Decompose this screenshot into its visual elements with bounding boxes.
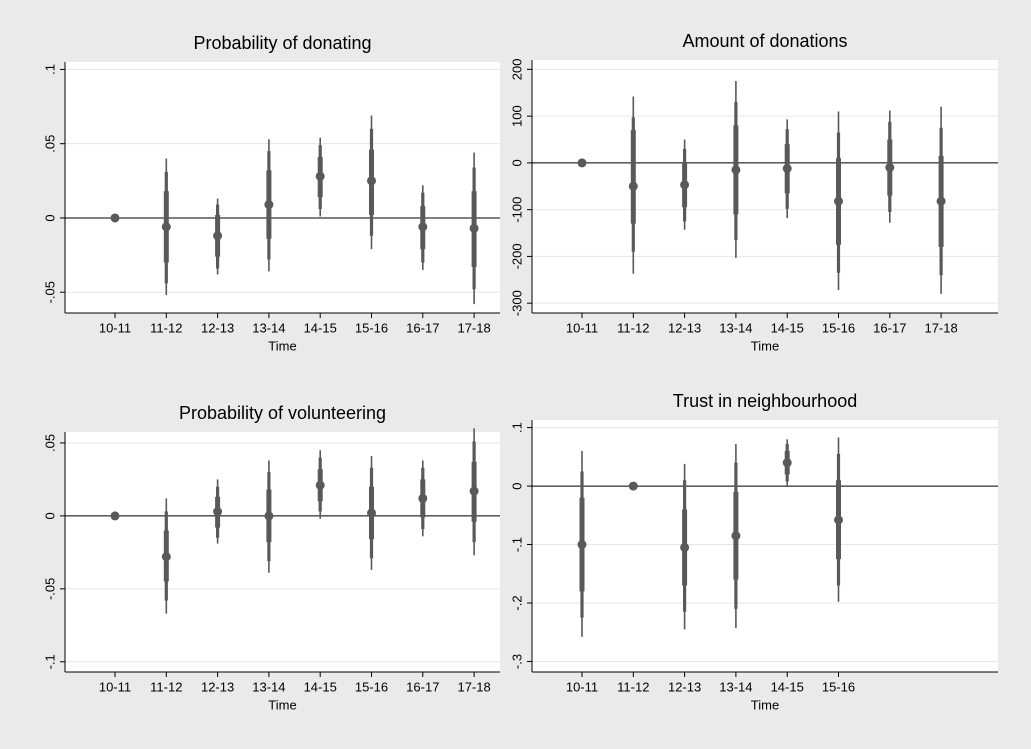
point-estimate [213,231,223,241]
point-estimate [577,158,587,168]
y-tick-label: -200 [509,243,524,269]
y-tick-label: -.05 [42,578,57,600]
x-tick-label: 14-15 [771,320,804,335]
x-tick-label: 17-18 [457,320,490,335]
y-tick-label: .1 [42,64,57,75]
point-estimate [213,507,223,517]
x-tick-label: 14-15 [304,320,337,335]
point-estimate [161,552,171,562]
y-tick-label: 100 [509,105,524,127]
y-tick-label: -.05 [42,281,57,303]
x-tick-label: 10-11 [566,679,598,694]
x-tick-label: 14-15 [304,679,337,694]
point-estimate [834,196,843,206]
x-tick-label: 12-13 [201,320,234,335]
y-tick-label: -100 [509,197,524,223]
point-estimate [418,493,428,503]
x-axis-label: Time [268,697,296,712]
point-estimate [110,213,120,223]
plot-area [532,60,998,313]
x-tick-label: 15-16 [822,320,855,335]
y-tick-label: 0 [42,512,57,519]
x-tick-label: 17-18 [457,679,490,694]
point-estimate [782,163,792,173]
x-tick-label: 13-14 [252,320,285,335]
point-estimate [469,486,479,496]
point-estimate [315,480,325,490]
x-tick-label: 10-11 [99,320,131,335]
x-tick-label: 15-16 [355,320,388,335]
x-axis-label: Time [268,338,296,353]
x-tick-label: 11-12 [150,320,182,335]
point-estimate [731,165,741,175]
point-estimate [885,163,895,173]
x-tick-label: 15-16 [822,679,855,694]
point-estimate [680,542,690,552]
x-axis-label: Time [751,338,779,353]
y-tick-label: -.2 [509,595,524,610]
y-tick-label: .05 [42,135,57,153]
point-estimate [110,511,120,521]
point-estimate [418,222,428,232]
point-estimate [834,515,843,525]
y-tick-label: -300 [509,290,524,316]
point-estimate [264,511,274,521]
y-tick-label: -.1 [509,537,524,552]
point-estimate [161,222,171,232]
y-tick-label: .1 [509,422,524,433]
x-tick-label: 12-13 [668,320,701,335]
y-tick-label: 0 [509,482,524,489]
x-tick-label: 11-12 [617,320,649,335]
x-tick-label: 13-14 [719,679,752,694]
point-estimate [469,223,479,233]
x-tick-label: 11-12 [150,679,182,694]
chart-title: Probability of donating [193,33,371,53]
x-axis-label: Time [751,697,779,712]
x-tick-label: 16-17 [406,320,439,335]
point-estimate [731,531,741,541]
y-tick-label: -.1 [42,654,57,669]
point-estimate [628,181,638,191]
x-tick-label: 13-14 [719,320,752,335]
y-tick-label: 200 [509,59,524,81]
point-estimate [577,540,587,550]
x-tick-label: 15-16 [355,679,388,694]
chart-title: Probability of volunteering [179,403,386,423]
x-tick-label: 10-11 [566,320,598,335]
point-estimate [782,458,792,468]
x-tick-label: 10-11 [99,679,131,694]
plot-area [65,62,500,313]
point-estimate [936,196,946,206]
chart-title: Amount of donations [682,31,847,51]
x-tick-label: 16-17 [406,679,439,694]
point-estimate [367,176,376,186]
x-tick-label: 12-13 [668,679,701,694]
y-tick-label: .05 [42,434,57,452]
point-estimate [680,180,690,190]
x-tick-label: 14-15 [771,679,804,694]
x-tick-label: 11-12 [617,679,649,694]
plot-area [532,420,998,672]
y-tick-label: 0 [42,214,57,221]
y-tick-label: -.3 [509,654,524,669]
chart-title: Trust in neighbourhood [673,391,857,411]
y-tick-label: 0 [509,159,524,166]
plot-area [65,432,500,672]
point-estimate [367,508,376,518]
x-tick-label: 17-18 [924,320,957,335]
x-tick-label: 13-14 [252,679,285,694]
point-estimate [315,171,325,181]
point-estimate [264,200,274,210]
x-tick-label: 12-13 [201,679,234,694]
point-estimate [628,481,638,491]
x-tick-label: 16-17 [873,320,906,335]
